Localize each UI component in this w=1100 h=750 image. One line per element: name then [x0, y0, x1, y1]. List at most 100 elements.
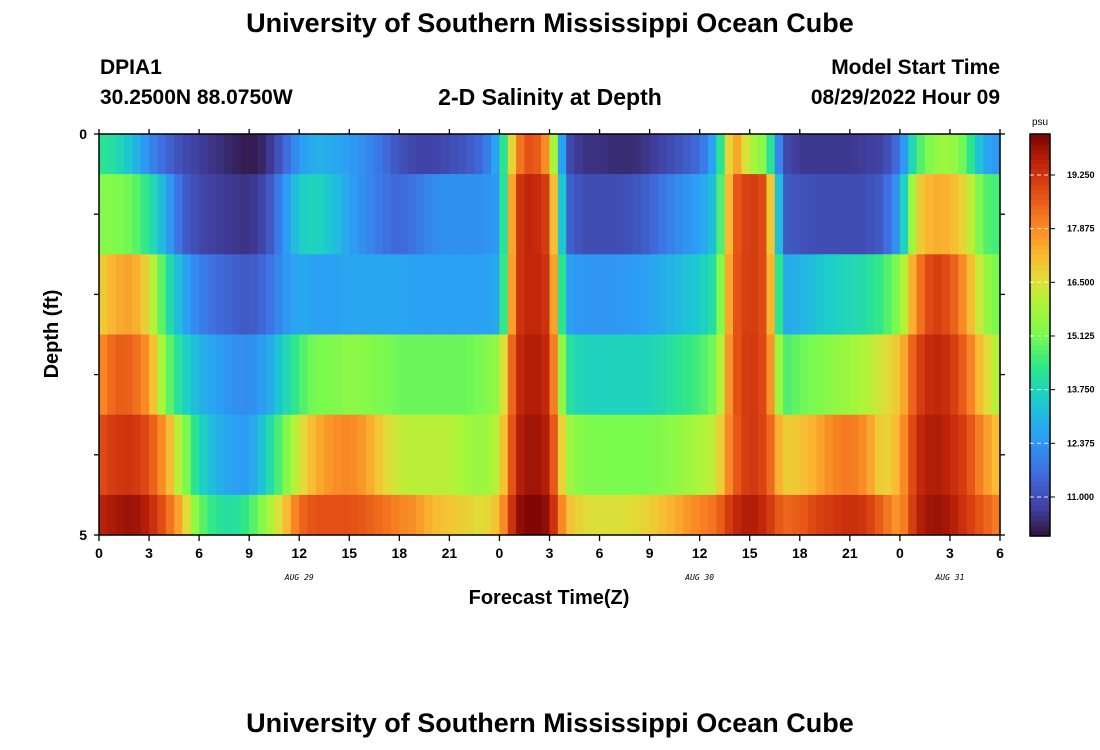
heatmap-cell	[499, 494, 509, 536]
heatmap-cell	[991, 134, 1001, 175]
heatmap	[99, 134, 1001, 536]
heatmap-cell	[215, 254, 225, 335]
heatmap-cell	[866, 334, 876, 416]
y-axis-title: Depth (ft)	[41, 290, 63, 379]
heatmap-cell	[474, 134, 484, 175]
colorbar-segment	[1030, 214, 1050, 221]
heatmap-cell	[157, 494, 167, 536]
heatmap-cell	[908, 254, 918, 335]
heatmap-cell	[582, 334, 592, 416]
heatmap-cell	[507, 134, 517, 175]
heatmap-cell	[899, 254, 909, 335]
colorbar-segment	[1030, 309, 1050, 316]
heatmap-cell	[290, 174, 300, 255]
heatmap-cell	[115, 494, 125, 536]
x-tick-label: 6	[596, 545, 604, 561]
colorbar-segment	[1030, 495, 1050, 502]
heatmap-cell	[808, 134, 818, 175]
colorbar-segment	[1030, 239, 1050, 246]
colorbar-segment	[1030, 335, 1050, 341]
heatmap-cell	[416, 334, 425, 416]
heatmap-cell	[99, 254, 108, 335]
heatmap-cell	[324, 414, 334, 496]
heatmap-cell	[307, 334, 317, 416]
heatmap-cell	[641, 334, 651, 416]
heatmap-cell	[449, 134, 459, 175]
heatmap-cell	[99, 494, 108, 536]
colorbar-segment	[1030, 400, 1050, 406]
heatmap-cell	[349, 134, 359, 175]
heatmap-cell	[799, 254, 809, 335]
page-title-bottom: University of Southern Mississippi Ocean…	[246, 708, 854, 738]
heatmap-cell	[332, 494, 342, 536]
heatmap-cell	[399, 174, 409, 255]
heatmap-cell	[716, 334, 726, 416]
heatmap-cell	[157, 254, 167, 335]
heatmap-cell	[532, 494, 542, 536]
heatmap-cell	[265, 494, 275, 536]
heatmap-cell	[591, 254, 601, 335]
x-tick-label: 0	[496, 545, 504, 561]
heatmap-cell	[632, 174, 642, 255]
heatmap-cell	[858, 494, 868, 536]
colorbar-segment	[1030, 360, 1050, 366]
heatmap-cell	[883, 254, 893, 335]
heatmap-cell	[566, 414, 576, 496]
heatmap-cell	[908, 174, 918, 255]
heatmap-cell	[624, 334, 634, 416]
heatmap-cell	[891, 414, 901, 496]
heatmap-cell	[199, 414, 209, 496]
colorbar-segment	[1030, 510, 1050, 517]
heatmap-cell	[941, 414, 951, 496]
heatmap-cell	[766, 414, 776, 496]
heatmap-cell	[549, 134, 559, 175]
heatmap-cell	[99, 174, 108, 255]
heatmap-cell	[257, 134, 267, 175]
heatmap-cell	[382, 254, 392, 335]
heatmap-cell	[466, 254, 476, 335]
heatmap-cell	[708, 254, 717, 335]
date-label: AUG 31	[934, 573, 964, 582]
heatmap-cell	[899, 334, 909, 416]
heatmap-cell	[441, 134, 450, 175]
heatmap-cell	[282, 414, 292, 496]
heatmap-cell	[299, 414, 309, 496]
heatmap-cell	[207, 494, 217, 536]
heatmap-cell	[240, 174, 250, 255]
heatmap-cell	[541, 494, 551, 536]
heatmap-cell	[682, 254, 692, 335]
heatmap-cell	[491, 334, 501, 416]
heatmap-cell	[699, 494, 709, 536]
heatmap-cell	[232, 414, 242, 496]
heatmap-cell	[741, 134, 751, 175]
heatmap-cell	[616, 134, 626, 175]
heatmap-cell	[249, 494, 259, 536]
heatmap-cell	[382, 174, 392, 255]
heatmap-cell	[215, 334, 225, 416]
x-tick-label: 15	[341, 545, 357, 561]
heatmap-cell	[365, 134, 375, 175]
heatmap-cell	[833, 174, 843, 255]
x-axis-title: Forecast Time(Z)	[469, 587, 630, 609]
heatmap-cell	[449, 254, 459, 335]
heatmap-cell	[916, 414, 926, 496]
heatmap-cell	[974, 134, 984, 175]
heatmap-cell	[165, 254, 175, 335]
heatmap-cell	[657, 134, 667, 175]
heatmap-cell	[891, 134, 901, 175]
heatmap-cell	[557, 334, 567, 416]
x-tick-label: 21	[842, 545, 858, 561]
colorbar-tick-label: 13.750	[1067, 385, 1095, 395]
heatmap-cell	[724, 254, 734, 335]
heatmap-cell	[257, 174, 267, 255]
heatmap-cell	[232, 254, 242, 335]
heatmap-cell	[682, 334, 692, 416]
heatmap-cell	[866, 134, 876, 175]
colorbar-segment	[1030, 269, 1050, 276]
heatmap-cell	[174, 494, 184, 536]
heatmap-cell	[265, 134, 275, 175]
heatmap-cell	[407, 254, 417, 335]
heatmap-cell	[791, 254, 801, 335]
heatmap-cell	[149, 334, 158, 416]
heatmap-cell	[566, 254, 576, 335]
